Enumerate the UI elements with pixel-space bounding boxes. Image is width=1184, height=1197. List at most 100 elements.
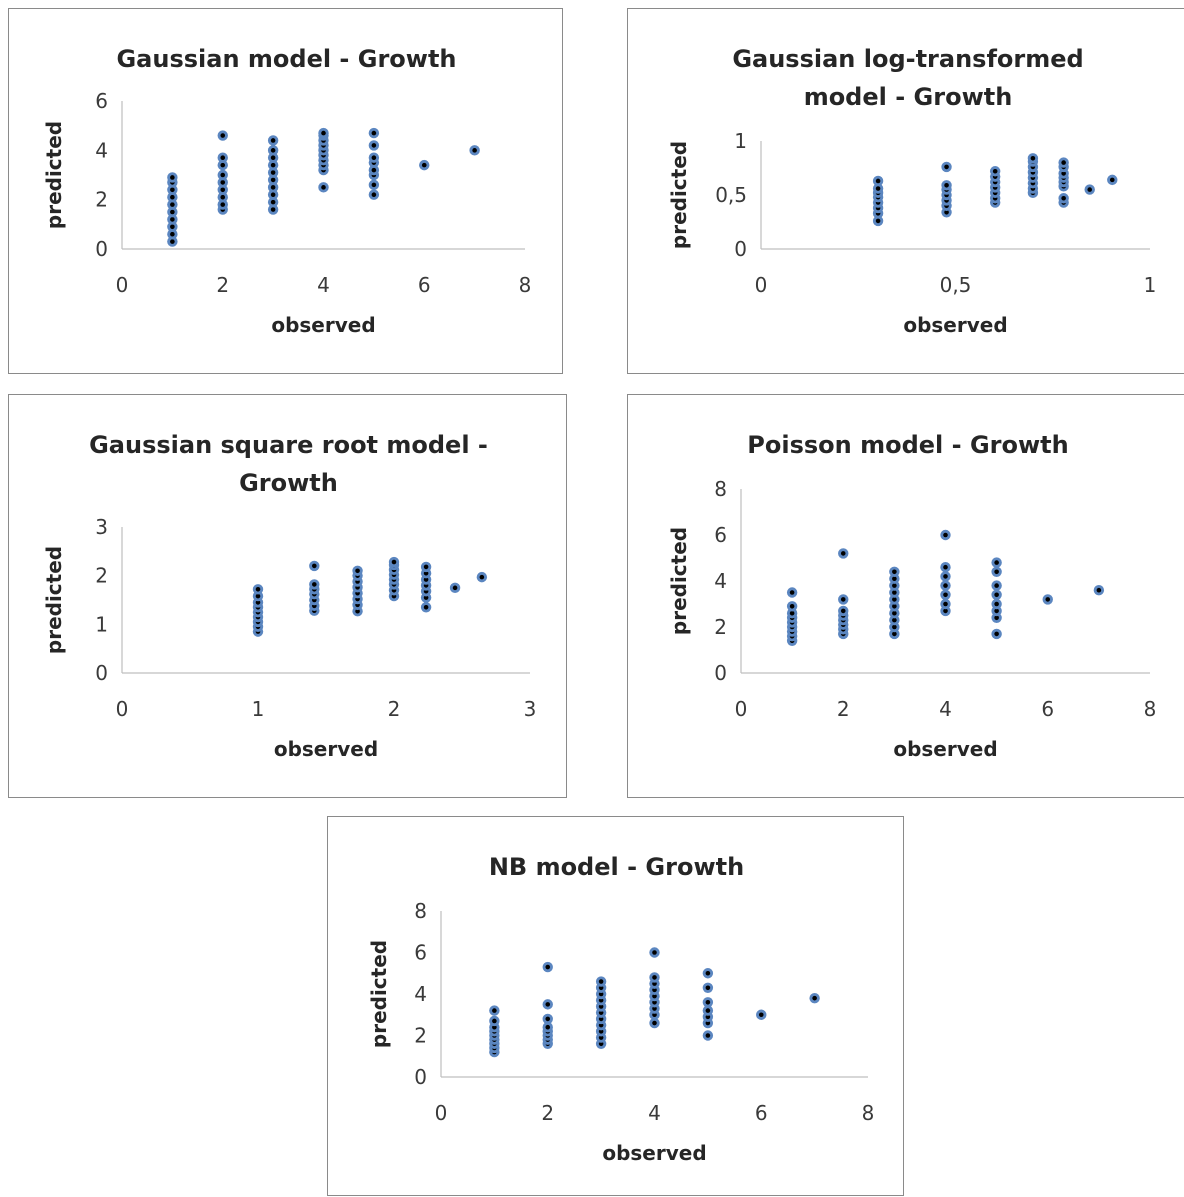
x-tick-label: 0 (116, 697, 129, 721)
scatter-point (941, 180, 952, 191)
scatter-point (368, 179, 380, 191)
scatter-point (318, 182, 329, 193)
scatter-point (940, 529, 951, 541)
x-tick-label: 2 (541, 1101, 554, 1125)
x-tick-label: 4 (317, 273, 330, 297)
scatter-point (368, 152, 380, 163)
scatter-point (167, 214, 178, 225)
scatter-point (217, 199, 228, 210)
scatter-point (649, 972, 660, 983)
scatter-point (809, 992, 820, 1004)
chart-panel-nb: NB model - Growth 0 2 4 6 8 0 2 4 6 8 observed predi… (327, 816, 904, 1196)
scatter-point (217, 184, 228, 195)
scatter-point (940, 598, 951, 610)
scatter-point (167, 229, 178, 240)
scatter-point (420, 561, 432, 573)
y-tick-label: 1 (95, 612, 108, 636)
chart-panel-poisson: Poisson model - Growth 0 2 4 6 8 0 2 4 6 8 observed… (627, 394, 1184, 798)
x-tick-label: 0 (116, 273, 129, 297)
y-tick-label: 0 (95, 237, 108, 261)
scatter-point (838, 594, 849, 605)
scatter-chart-svg: NB model - Growth 0 2 4 6 8 0 2 4 6 8 observed predi… (367, 853, 875, 1165)
scatter-point (217, 192, 228, 203)
scatter-point (838, 548, 849, 559)
scatter-chart-svg: Poisson model - Growth 0 2 4 6 8 0 2 4 6 8 observed… (667, 431, 1156, 761)
scatter-point (702, 997, 714, 1008)
y-tick-label: 0 (734, 237, 747, 261)
x-tick-label: 4 (939, 697, 952, 721)
scatter-point (267, 204, 279, 215)
scatter-point (309, 560, 320, 572)
y-tick-label: 2 (95, 188, 108, 212)
chart-title: Growth (239, 469, 338, 497)
scatter-point (1058, 157, 1069, 168)
scatter-point (267, 145, 279, 156)
y-axis-label: predicted (667, 141, 691, 249)
scatter-point (889, 566, 900, 577)
scatter-point (702, 1005, 714, 1016)
scatter-point (702, 1030, 714, 1041)
scatter-point (489, 1015, 500, 1027)
scatter-point (318, 127, 329, 139)
x-tick-label: 8 (862, 1101, 875, 1125)
x-axis-label: observed (271, 313, 375, 337)
scatter-chart-svg: Gaussian log-transformed model - Growth 0 0… (667, 45, 1157, 337)
scatter-point (649, 947, 660, 958)
scatter-point (702, 982, 714, 993)
y-tick-label: 4 (714, 569, 727, 593)
scatter-point (756, 1009, 767, 1020)
x-tick-label: 1 (1144, 273, 1157, 297)
chart-title: model - Growth (804, 83, 1013, 111)
scatter-point (476, 571, 488, 583)
y-tick-label: 0 (414, 1065, 427, 1089)
x-axis-label: observed (602, 1141, 706, 1165)
scatter-point (420, 602, 432, 613)
y-axis-label: predicted (42, 121, 66, 229)
scatter-point (1084, 184, 1095, 195)
scatter-point (167, 184, 178, 195)
scatter-point (991, 580, 1002, 591)
y-axis-label: predicted (667, 527, 691, 635)
chart-title: Poisson model - Growth (747, 431, 1068, 459)
scatter-point (217, 169, 228, 181)
scatter-point (940, 571, 951, 582)
scatter-point (542, 961, 553, 973)
scatter-point (595, 976, 607, 987)
x-axis-label: observed (903, 313, 1007, 337)
scatter-point (267, 152, 279, 163)
x-axis-label: observed (274, 737, 378, 761)
scatter-point (991, 566, 1002, 577)
y-tick-label: 6 (414, 941, 427, 965)
scatter-point (940, 562, 951, 573)
scatter-point (167, 221, 178, 232)
y-tick-label: 8 (714, 477, 727, 501)
scatter-point (1027, 153, 1039, 164)
scatter-point (542, 1022, 553, 1033)
x-tick-label: 0 (735, 697, 748, 721)
scatter-point (941, 161, 952, 173)
x-tick-label: 0,5 (940, 273, 972, 297)
x-tick-label: 2 (216, 273, 229, 297)
chart-title: Gaussian log-transformed (732, 45, 1083, 73)
y-tick-label: 4 (95, 138, 108, 162)
scatter-point (167, 172, 178, 183)
scatter-point (989, 166, 1001, 177)
scatter-point (702, 968, 714, 979)
scatter-point (267, 189, 279, 200)
scatter-point (267, 135, 279, 146)
chart-title: Gaussian model - Growth (116, 45, 456, 73)
scatter-point (469, 145, 480, 156)
scatter-point (786, 587, 798, 598)
x-axis-label: observed (893, 737, 997, 761)
y-tick-label: 2 (95, 564, 108, 588)
y-tick-label: 0 (714, 661, 727, 685)
scatter-point (786, 601, 798, 612)
x-tick-label: 2 (388, 697, 401, 721)
scatter-point (267, 159, 279, 171)
scatter-point (872, 183, 884, 194)
scatter-point (167, 199, 178, 210)
y-tick-label: 6 (95, 89, 108, 113)
scatter-chart-svg: Gaussian model - Growth 0 2 4 6 8 0 2 4 6 observed… (42, 45, 531, 337)
scatter-point (542, 999, 553, 1010)
scatter-point (489, 1005, 500, 1016)
